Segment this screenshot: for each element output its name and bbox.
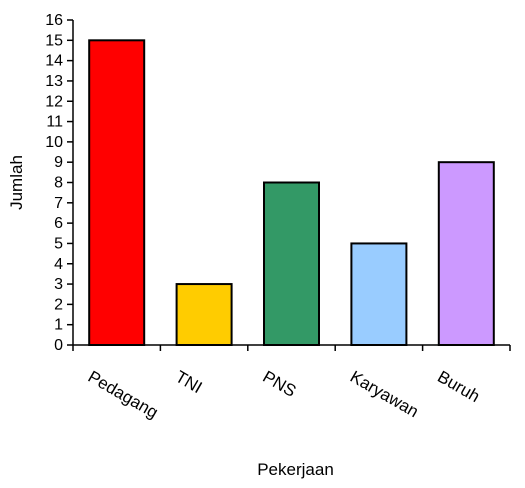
y-tick-label: 4: [54, 256, 63, 273]
y-tick-label: 3: [54, 276, 63, 293]
category-label: Pedagang: [85, 367, 162, 422]
y-tick-label: 8: [54, 175, 63, 192]
y-tick-label: 10: [45, 134, 63, 151]
x-axis-title: Pekerjaan: [257, 460, 334, 479]
y-tick-label: 6: [54, 215, 63, 232]
bar-karyawan: [350, 242, 408, 346]
bars-group: [88, 39, 495, 346]
category-label: Karyawan: [347, 367, 422, 421]
category-label: PNS: [260, 367, 300, 401]
bar-pns: [263, 181, 320, 346]
y-tick-label: 5: [54, 235, 63, 252]
y-tick-label: 14: [45, 53, 63, 70]
y-tick-label: 13: [45, 73, 63, 90]
y-tick-label: 0: [54, 337, 63, 354]
category-label: TNI: [172, 367, 205, 397]
bar-pedagang: [88, 39, 146, 346]
y-tick-label: 7: [54, 195, 63, 212]
y-tick-label: 1: [54, 317, 63, 334]
category-labels-group: Pedagang TNI PNS Karyawan Buruh: [85, 367, 483, 422]
y-tick-label: 12: [45, 93, 63, 110]
y-tick-label: 15: [45, 32, 63, 49]
y-axis-title: Jumlah: [7, 155, 26, 210]
y-tick-label: 16: [45, 12, 63, 29]
y-tick-label: 9: [54, 154, 63, 171]
y-tick-label: 2: [54, 296, 63, 313]
bar-buruh: [437, 161, 495, 346]
x-ticks-group: [72, 345, 511, 351]
y-tick-label: 11: [46, 114, 63, 131]
category-label: Buruh: [434, 367, 483, 406]
bar-tni: [175, 283, 233, 346]
